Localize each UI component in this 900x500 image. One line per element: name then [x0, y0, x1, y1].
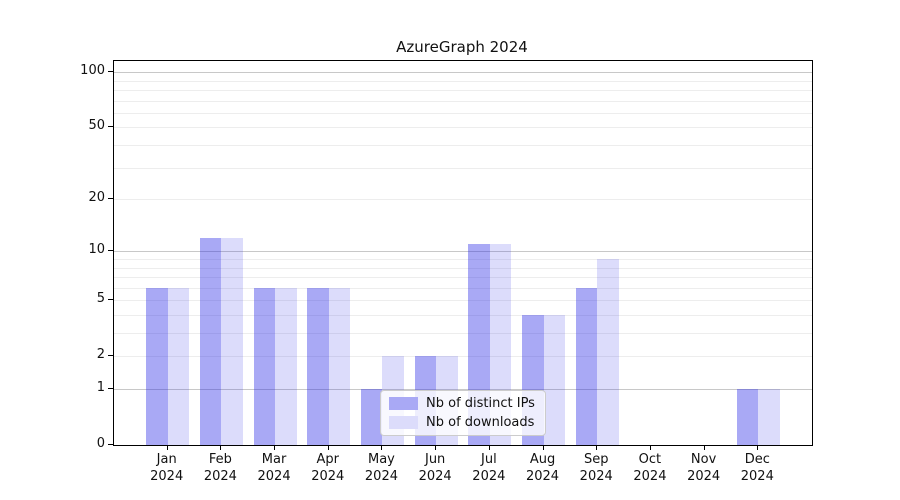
gridline-minor	[114, 100, 812, 102]
bar-distinct-ips	[575, 287, 598, 445]
bar-downloads	[597, 259, 619, 445]
gridline-minor	[114, 300, 812, 302]
x-tick-label: Mar 2024	[257, 452, 291, 484]
gridline-major	[114, 251, 812, 253]
legend-item-distinct-ips: Nb of distinct IPs	[389, 396, 537, 411]
gridline-minor	[114, 112, 812, 114]
bar-downloads	[167, 287, 190, 445]
y-tick-label: 50	[88, 118, 105, 134]
gridline-minor	[114, 80, 812, 82]
legend-swatch-distinct-ips	[389, 397, 418, 410]
x-tick-mark	[327, 445, 329, 450]
legend-label-distinct-ips: Nb of distinct IPs	[426, 396, 535, 411]
x-tick-label: Jan 2024	[150, 452, 184, 484]
x-tick-label: Oct 2024	[633, 452, 667, 484]
x-tick-mark	[220, 445, 222, 450]
bar-downloads	[221, 237, 243, 445]
gridline-minor	[114, 277, 812, 279]
y-tick-mark	[108, 299, 113, 301]
x-tick-mark	[542, 445, 544, 450]
x-tick-label: Sep 2024	[579, 452, 613, 484]
y-tick-mark	[108, 198, 113, 200]
legend-swatch-downloads	[389, 416, 418, 429]
x-tick-mark	[274, 445, 276, 450]
bar-distinct-ips	[199, 237, 222, 445]
y-tick-label: 0	[96, 436, 105, 451]
x-tick-label: Aug 2024	[525, 452, 560, 484]
gridline-minor	[114, 167, 812, 169]
bar-downloads	[758, 389, 780, 445]
bar-distinct-ips	[736, 389, 759, 445]
y-tick-mark	[108, 355, 113, 357]
y-tick-mark	[108, 126, 113, 128]
x-tick-mark	[596, 445, 598, 450]
bar-downloads	[328, 287, 351, 445]
plot-area: Nb of distinct IPs Nb of downloads	[113, 60, 813, 446]
x-tick-mark	[649, 445, 651, 450]
x-tick-label: Jul 2024	[472, 452, 506, 484]
gridline-minor	[114, 258, 812, 260]
gridline-minor	[114, 356, 812, 358]
y-tick-mark	[108, 250, 113, 252]
y-tick-label: 1	[96, 380, 105, 395]
x-tick-mark	[488, 445, 490, 450]
y-tick-label: 10	[88, 242, 105, 258]
x-tick-label: Apr 2024	[311, 452, 345, 484]
y-tick-label: 5	[96, 291, 105, 307]
bar-distinct-ips	[146, 287, 168, 445]
bar-distinct-ips	[360, 389, 383, 445]
x-tick-label: Dec 2024	[740, 452, 774, 484]
y-tick-label: 100	[80, 63, 105, 79]
y-tick-mark	[108, 388, 113, 389]
x-tick-mark	[381, 445, 383, 450]
gridline-minor	[114, 287, 812, 289]
legend-label-downloads: Nb of downloads	[426, 415, 535, 430]
gridline-major	[114, 389, 812, 390]
x-tick-label: Jun 2024	[418, 452, 452, 484]
gridline-minor	[114, 145, 812, 146]
bar-downloads	[543, 315, 566, 445]
gridline-minor	[114, 127, 812, 129]
x-tick-label: Nov 2024	[687, 452, 721, 484]
bar-distinct-ips	[253, 287, 276, 445]
y-tick-mark	[108, 444, 113, 445]
x-tick-mark	[703, 445, 705, 450]
y-tick-label: 2	[96, 347, 105, 363]
gridline-minor	[114, 314, 812, 316]
gridline-minor	[114, 267, 812, 269]
y-tick-label: 20	[88, 190, 105, 206]
gridline-minor	[114, 333, 812, 334]
gridline-major	[114, 72, 812, 74]
bar-downloads	[275, 287, 297, 445]
gridline-minor	[114, 90, 812, 91]
bar-distinct-ips	[307, 287, 329, 445]
x-tick-label: Feb 2024	[203, 452, 237, 484]
y-tick-mark	[108, 71, 113, 73]
x-tick-mark	[166, 445, 168, 450]
x-tick-mark	[435, 445, 437, 450]
gridline-minor	[114, 199, 812, 201]
legend-item-downloads: Nb of downloads	[389, 415, 537, 430]
x-tick-label: May 2024	[364, 452, 398, 484]
legend: Nb of distinct IPs Nb of downloads	[380, 390, 546, 436]
chart-title: AzureGraph 2024	[396, 38, 528, 56]
x-tick-mark	[757, 445, 759, 450]
